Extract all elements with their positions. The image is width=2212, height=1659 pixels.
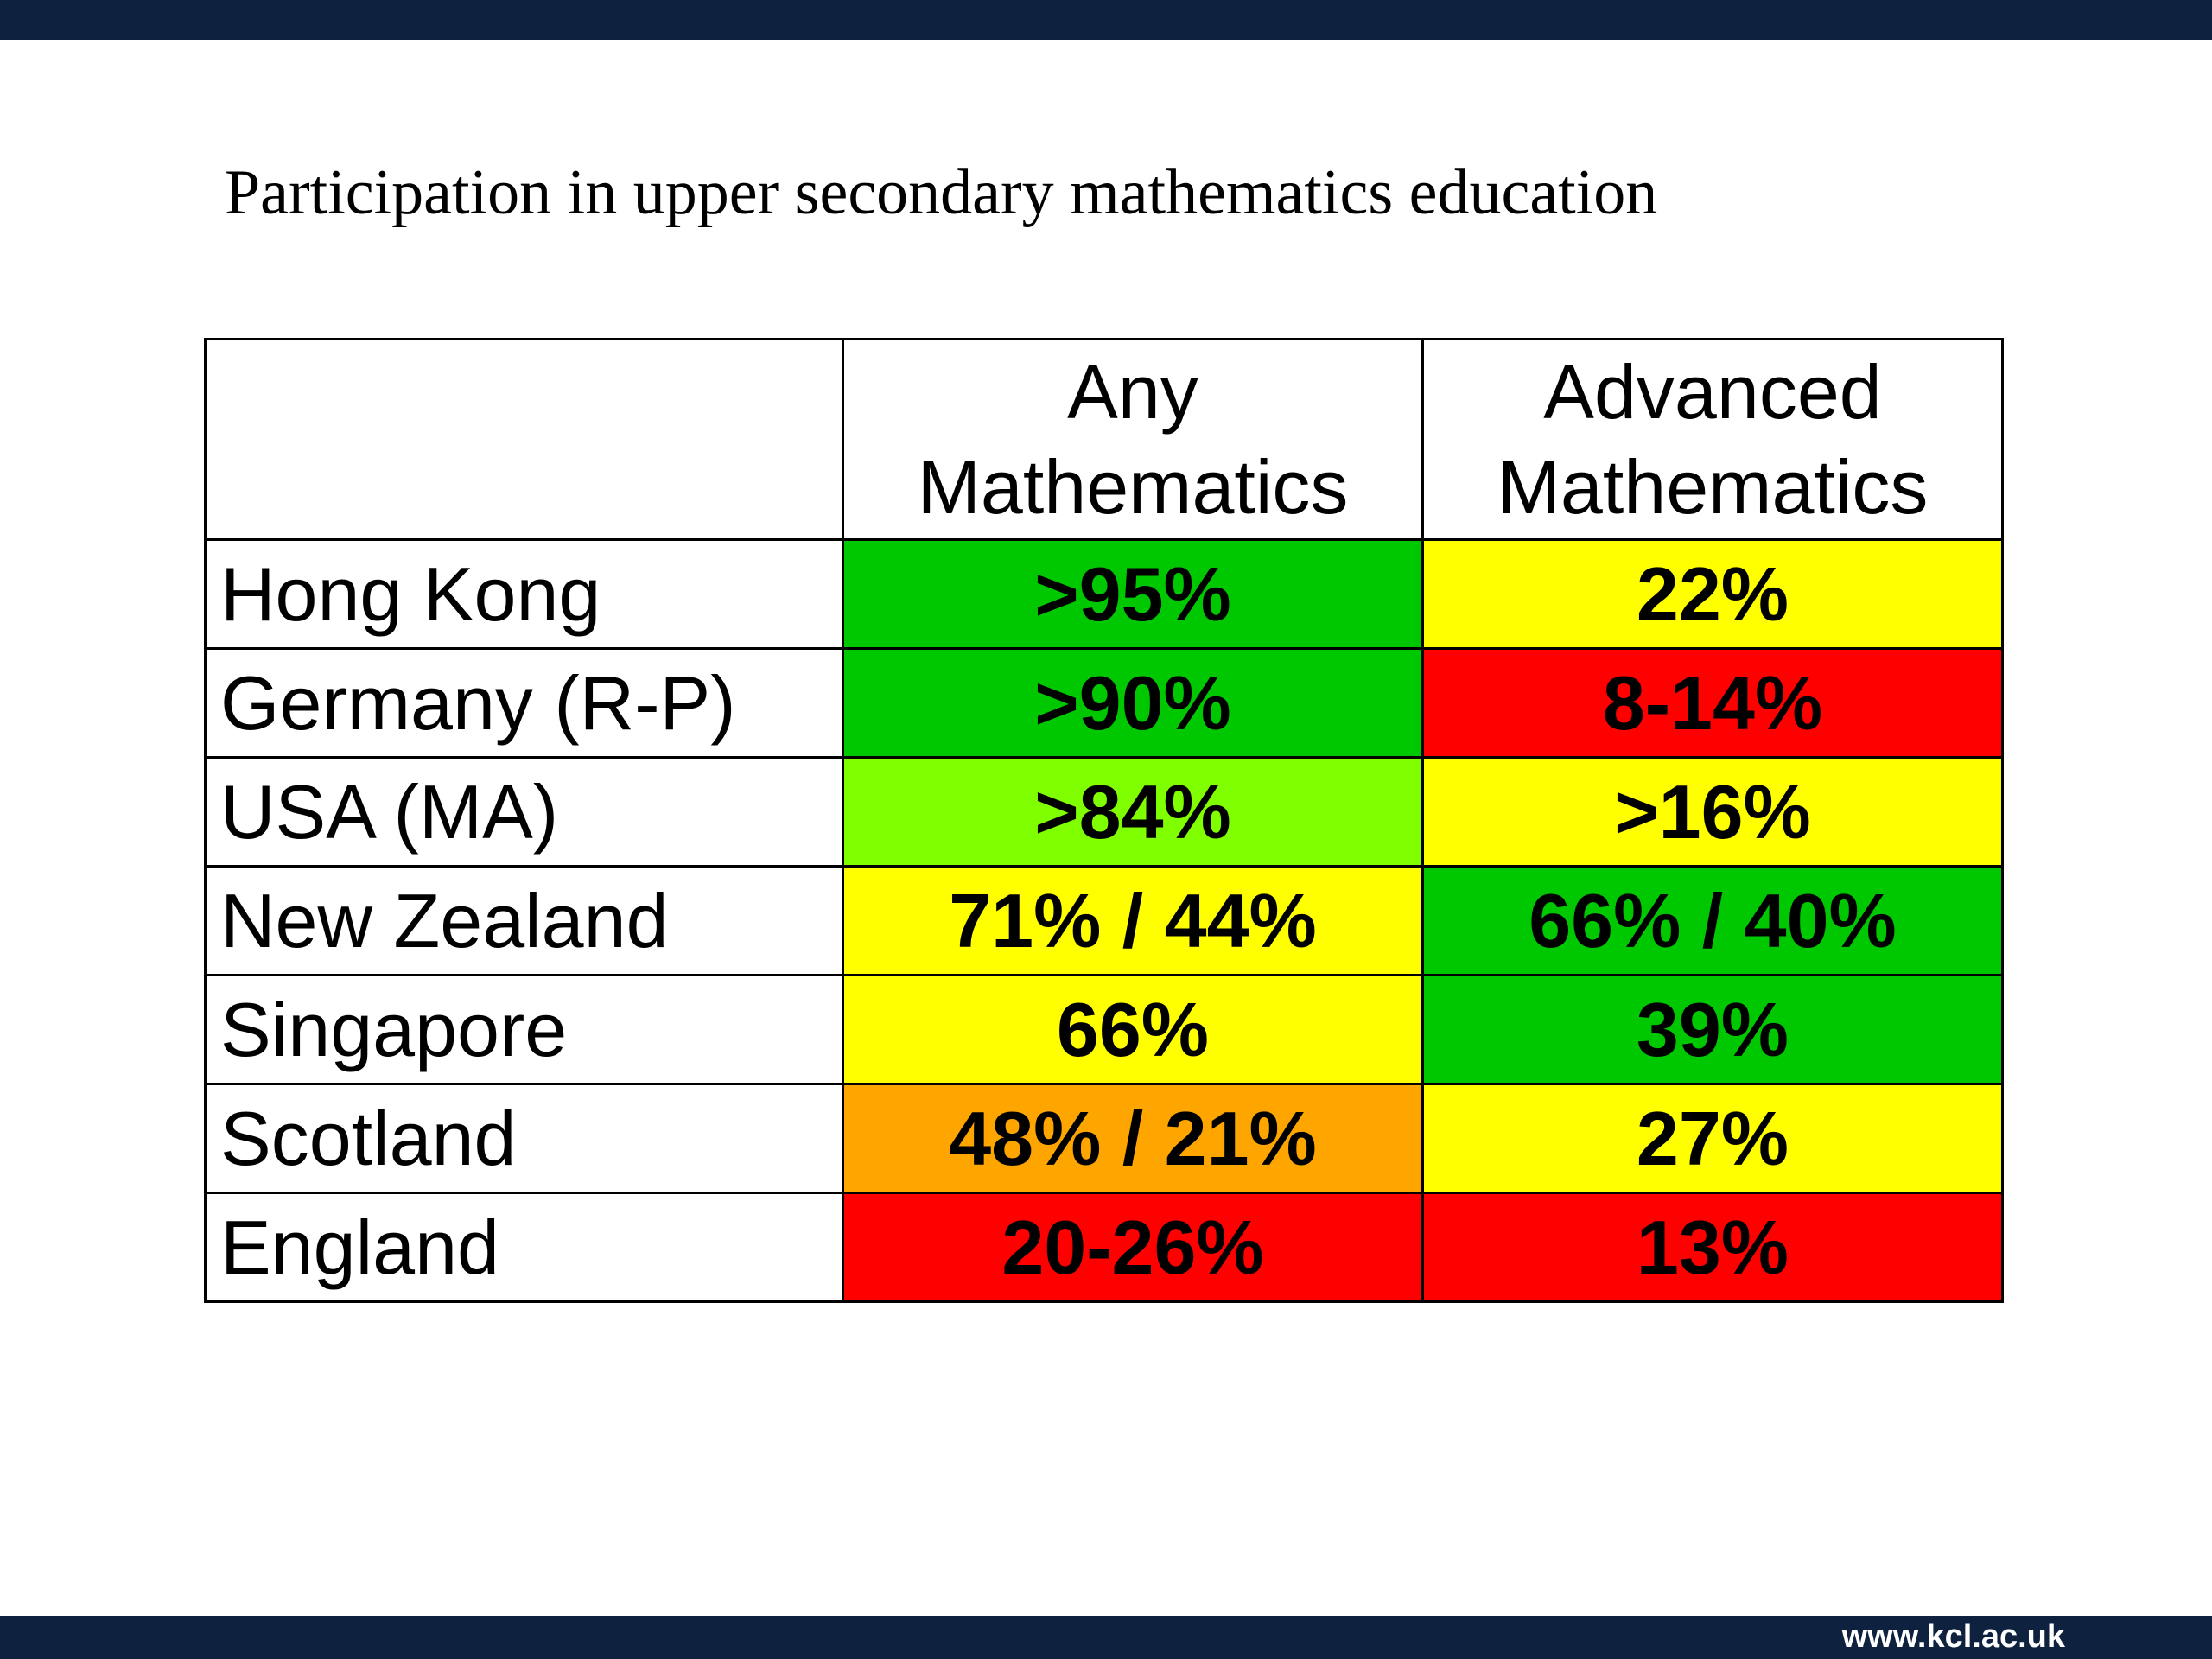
any-mathematics-value: 71% / 44%: [842, 865, 1424, 976]
table-row: Singapore 66% 39%: [204, 974, 2004, 1085]
advanced-mathematics-value: >16%: [1421, 756, 2004, 868]
header-advanced-line-2: Mathematics: [1497, 443, 1929, 530]
country-cell: New Zealand: [204, 865, 844, 976]
country-cell: Scotland: [204, 1083, 844, 1194]
any-mathematics-value: >90%: [842, 647, 1424, 759]
header-any-line-1: Any: [1067, 348, 1198, 435]
advanced-mathematics-value: 13%: [1421, 1192, 2004, 1303]
advanced-mathematics-value: 8-14%: [1421, 647, 2004, 759]
country-cell: England: [204, 1192, 844, 1303]
table-row: USA (MA) >84% >16%: [204, 756, 2004, 868]
header-any-line-2: Mathematics: [917, 443, 1349, 530]
advanced-mathematics-value: 22%: [1421, 538, 2004, 650]
country-cell: Germany (R-P): [204, 647, 844, 759]
table-row: Germany (R-P) >90% 8-14%: [204, 647, 2004, 759]
any-mathematics-value: 48% / 21%: [842, 1083, 1424, 1194]
table-row: Scotland 48% / 21% 27%: [204, 1083, 2004, 1194]
any-mathematics-value: >95%: [842, 538, 1424, 650]
country-cell: Singapore: [204, 974, 844, 1085]
any-mathematics-value: 66%: [842, 974, 1424, 1085]
advanced-mathematics-value: 39%: [1421, 974, 2004, 1085]
table-row: England 20-26% 13%: [204, 1192, 2004, 1303]
table-corner-cell: [204, 338, 844, 541]
header-any-mathematics: Any Mathematics: [842, 338, 1424, 541]
bottom-banner: [0, 1616, 2212, 1659]
advanced-mathematics-value: 27%: [1421, 1083, 2004, 1194]
any-mathematics-value: >84%: [842, 756, 1424, 868]
any-mathematics-value: 20-26%: [842, 1192, 1424, 1303]
header-advanced-line-1: Advanced: [1543, 348, 1882, 435]
country-cell: Hong Kong: [204, 538, 844, 650]
header-advanced-mathematics: Advanced Mathematics: [1421, 338, 2004, 541]
table-header-row: Any Mathematics Advanced Mathematics: [204, 338, 2004, 541]
country-cell: USA (MA): [204, 756, 844, 868]
top-banner: [0, 0, 2212, 40]
table-row: Hong Kong >95% 22%: [204, 538, 2004, 650]
table-body: Hong Kong >95% 22% Germany (R-P) >90% 8-14% US…: [204, 538, 2004, 1303]
table-row: New Zealand 71% / 44% 66% / 40%: [204, 865, 2004, 976]
participation-table: Any Mathematics Advanced Mathematics Hon…: [204, 338, 2004, 1303]
slide-title: Participation in upper secondary mathema…: [225, 157, 1658, 228]
advanced-mathematics-value: 66% / 40%: [1421, 865, 2004, 976]
footer-url: www.kcl.ac.uk: [1841, 1618, 2065, 1655]
